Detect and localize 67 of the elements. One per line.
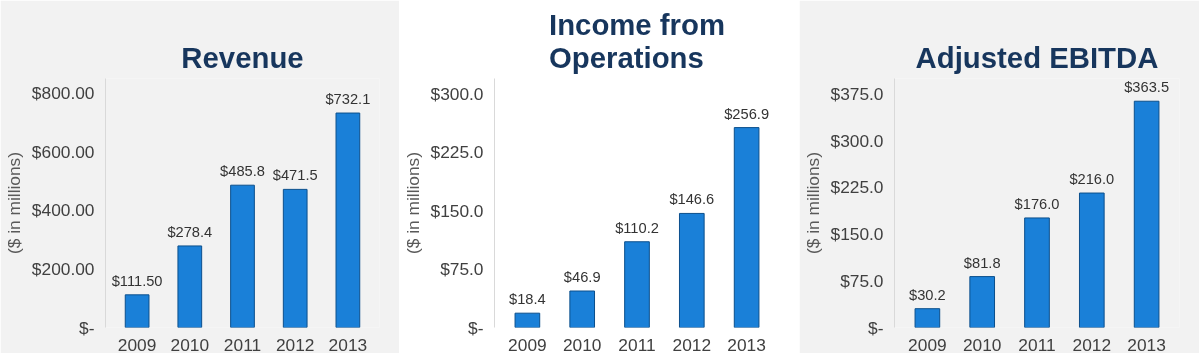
bar [969,276,996,328]
y-axis-title: ($ in millions) [3,151,24,255]
y-tick-label: $150.0 [430,200,484,221]
data-label: $81.8 [963,254,1001,271]
x-tick-label: 2010 [562,334,602,353]
y-tick-label: $- [468,317,484,338]
chart-title: Adjusted EBITDA [915,40,1159,74]
x-tick-label: 2012 [1072,334,1112,353]
data-label: $732.1 [325,91,371,108]
bar [624,241,650,328]
bar [514,312,541,328]
bar [1133,100,1160,328]
bar [733,127,760,328]
x-tick-label: 2013 [328,334,368,353]
x-tick-label: 2012 [672,334,712,353]
y-tick-label: $225.0 [830,177,884,198]
bar [230,184,255,328]
chart-title: Revenue [181,40,304,74]
bar [124,294,150,328]
x-tick-label: 2013 [1127,334,1166,353]
y-tick-label: $- [868,317,884,338]
y-tick-label: $600.00 [31,141,95,162]
y-tick-label: $75.0 [440,259,484,280]
y-tick-label: $800.00 [31,83,95,104]
bar [914,308,941,328]
x-tick-label: 2011 [1018,334,1056,353]
y-axis-title: ($ in millions) [402,151,423,255]
data-label: $485.8 [220,163,265,180]
data-label: $46.9 [563,269,601,286]
data-label: $471.5 [272,167,318,184]
x-tick-label: 2009 [508,334,547,353]
y-tick-label: $225.0 [430,142,484,163]
bar [335,112,361,328]
data-label: $216.0 [1069,171,1115,188]
data-label: $146.6 [669,191,715,208]
x-tick-label: 2010 [170,334,210,353]
x-tick-label: 2009 [117,334,157,353]
data-label: $110.2 [615,219,659,236]
bar [1078,192,1105,328]
data-label: $30.2 [909,286,946,303]
bar [569,290,596,328]
bar [678,212,705,328]
y-tick-label: $375.0 [830,84,884,105]
y-axis-title: ($ in millions) [802,151,823,255]
chart-title: Income from Operations [549,7,725,74]
y-tick-label: $- [79,317,95,338]
y-tick-label: $200.00 [31,258,95,279]
data-label: $278.4 [167,223,213,240]
y-tick-label: $300.0 [430,84,484,105]
y-tick-label: $150.0 [830,224,884,245]
bar [177,245,203,328]
data-label: $256.9 [724,105,770,122]
x-tick-label: 2013 [727,334,766,353]
x-tick-label: 2011 [223,334,262,353]
bar [1024,217,1050,328]
y-tick-label: $400.00 [31,200,95,221]
data-label: $18.4 [509,291,546,308]
data-label: $111.50 [111,272,163,289]
x-tick-label: 2011 [618,334,656,353]
data-label: $176.0 [1014,195,1060,212]
bar [282,188,308,328]
y-tick-label: $75.0 [840,270,884,291]
x-tick-label: 2009 [908,334,947,353]
x-tick-label: 2012 [275,334,315,353]
x-tick-label: 2010 [962,334,1002,353]
data-label: $363.5 [1124,79,1170,96]
y-tick-label: $300.0 [830,130,884,151]
